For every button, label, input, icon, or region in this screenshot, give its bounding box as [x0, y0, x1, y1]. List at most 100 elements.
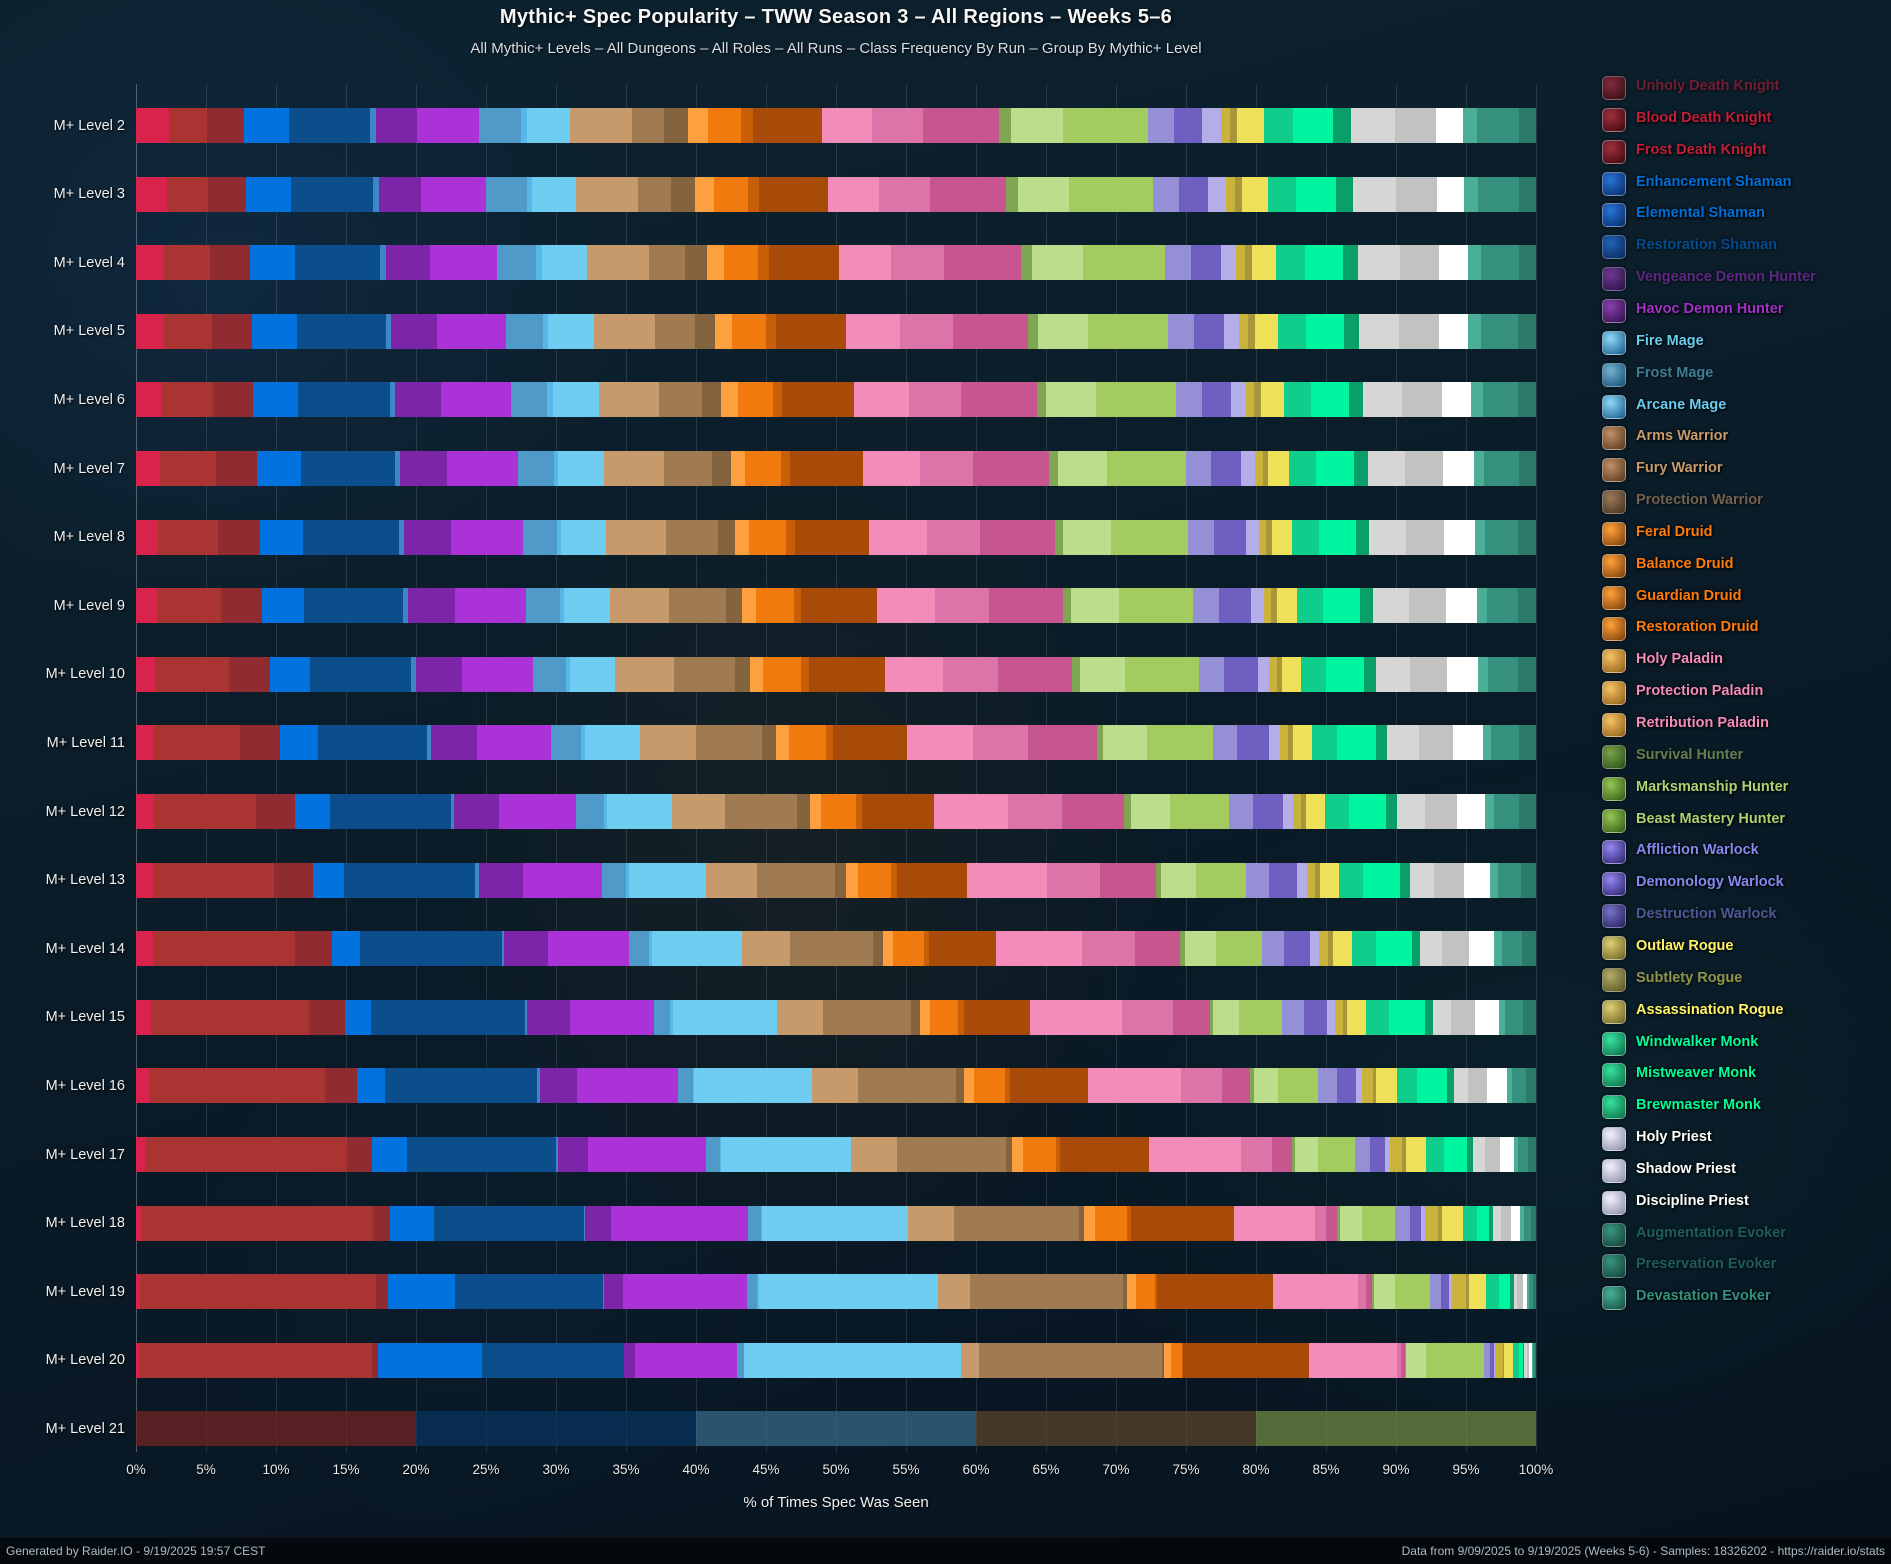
bar-segment-balance-druid[interactable]: [1094, 1205, 1128, 1241]
bar-segment-fire-mage[interactable]: [510, 382, 548, 418]
bar-segment-havoc-demon-hunter[interactable]: [440, 382, 511, 418]
bar-segment-devastation-evoker[interactable]: [1518, 588, 1536, 624]
bar-segment-brewmaster-monk[interactable]: [1354, 451, 1368, 486]
bar-segment-marksmanship-hunter[interactable]: [1058, 451, 1108, 486]
legend-item-retribution-paladin[interactable]: Retribution Paladin: [1602, 713, 1887, 737]
bar-segment-frost-death-knight[interactable]: [211, 313, 252, 349]
bar-segment-fire-mage[interactable]: [485, 176, 527, 212]
bar-segment-mistweaver-monk[interactable]: [1375, 931, 1412, 967]
bar-segment-subtlety-rogue[interactable]: [1287, 725, 1293, 761]
bar-segment-assassination-rogue[interactable]: [1260, 382, 1284, 418]
bar-segment-protection-paladin[interactable]: [1357, 1274, 1366, 1310]
bar-segment-feral-druid[interactable]: [1084, 1205, 1095, 1241]
bar-segment-windwalker-monk[interactable]: [1426, 1137, 1445, 1172]
bar-segment-mistweaver-monk[interactable]: [1363, 862, 1401, 898]
bar-segment-holy-paladin[interactable]: [877, 588, 935, 624]
bar-segment-beast-mastery-hunter[interactable]: [1087, 313, 1168, 349]
bar-segment-subtlety-rogue[interactable]: [1300, 794, 1306, 829]
bar-segment-protection-paladin[interactable]: [1396, 1342, 1401, 1378]
bar-segment-preservation-evoker[interactable]: [1529, 1274, 1534, 1310]
bar-segment-shadow-priest[interactable]: [1404, 451, 1444, 486]
bar-segment-fury-warrior[interactable]: [823, 999, 912, 1035]
bar-segment-elemental-shaman[interactable]: [370, 999, 525, 1035]
bar-segment-vengeance-demon-hunter[interactable]: [584, 1205, 611, 1241]
bar-segment-subtlety-rogue[interactable]: [1266, 519, 1272, 555]
bar-segment-holy-paladin[interactable]: [846, 313, 901, 349]
bar-segment-augmentation-evoker[interactable]: [1506, 1068, 1512, 1104]
bar-segment-destruction-warlock[interactable]: [1268, 725, 1281, 761]
bar-segment-devastation-evoker[interactable]: [1519, 725, 1536, 761]
bar-segment-balance-druid[interactable]: [788, 725, 826, 761]
bar-segment-destruction-warlock[interactable]: [1250, 588, 1264, 624]
bar-segment-demonology-warlock[interactable]: [1369, 1137, 1386, 1172]
bar-segment-subtlety-rogue[interactable]: [1314, 862, 1321, 898]
bar-segment-holy-priest[interactable]: [1454, 1068, 1469, 1104]
bar-segment-frost-death-knight[interactable]: [207, 176, 246, 212]
bar-segment-protection-warrior[interactable]: [671, 176, 695, 212]
bar-segment-restoration-shaman[interactable]: [403, 588, 409, 624]
bar-segment-frost-mage[interactable]: [554, 451, 559, 486]
bar-segment-elemental-shaman[interactable]: [297, 313, 386, 349]
bar-segment-discipline-priest[interactable]: [1474, 999, 1499, 1035]
bar-segment-survival-hunter[interactable]: [1028, 313, 1039, 349]
bar-segment-discipline-priest[interactable]: [1439, 313, 1469, 349]
bar-segment-brewmaster-monk[interactable]: [1364, 656, 1376, 692]
bar-segment-frost-mage[interactable]: [565, 656, 570, 692]
bar-segment-outlaw-rogue[interactable]: [1494, 1342, 1503, 1378]
bar-segment-balance-druid[interactable]: [737, 382, 773, 418]
bar-segment-marksmanship-hunter[interactable]: [1103, 725, 1147, 761]
bar-segment-vengeance-demon-hunter[interactable]: [394, 382, 441, 418]
bar-segment-frost-mage[interactable]: [649, 931, 652, 967]
bar-segment-fire-mage[interactable]: [496, 245, 537, 281]
bar-segment-frost-mage[interactable]: [536, 245, 543, 281]
bar-segment-beast-mastery-hunter[interactable]: [1111, 519, 1189, 555]
bar-segment-assassination-rogue[interactable]: [1405, 1137, 1427, 1172]
bar-segment-discipline-priest[interactable]: [1522, 1274, 1527, 1310]
bar-segment-augmentation-evoker[interactable]: [1498, 999, 1506, 1035]
bar-segment-restoration-shaman[interactable]: [475, 862, 480, 898]
bar-segment-restoration-druid[interactable]: [862, 794, 934, 829]
bar-segment-survival-hunter[interactable]: [999, 108, 1012, 143]
bar-segment-protection-paladin[interactable]: [871, 108, 924, 143]
bar-segment-preservation-evoker[interactable]: [1524, 1205, 1531, 1241]
bar-segment-brewmaster-monk[interactable]: [1489, 1205, 1494, 1241]
bar-segment-affliction-warlock[interactable]: [1188, 519, 1215, 555]
bar-segment-assassination-rogue[interactable]: [1504, 1342, 1514, 1378]
bar-segment-unholy-death-knight[interactable]: [136, 382, 162, 418]
bar-segment-beast-mastery-hunter[interactable]: [1425, 1342, 1485, 1378]
bar-segment-elemental-shaman[interactable]: [344, 862, 476, 898]
bar-segment-demonology-warlock[interactable]: [1409, 1205, 1422, 1241]
bar-segment-devastation-evoker[interactable]: [1518, 382, 1536, 418]
bar-segment-feral-druid[interactable]: [688, 108, 708, 143]
bar-segment-discipline-priest[interactable]: [1439, 245, 1468, 281]
bar-segment-holy-priest[interactable]: [1372, 588, 1409, 624]
bar-segment-protection-paladin[interactable]: [1046, 862, 1101, 898]
bar-segment-retribution-paladin[interactable]: [1028, 725, 1097, 761]
bar-segment-fury-warrior[interactable]: [666, 519, 719, 555]
bar-segment-blood-death-knight[interactable]: [164, 245, 210, 281]
bar-segment-beast-mastery-hunter[interactable]: [1317, 1137, 1355, 1172]
bar-segment-outlaw-rogue[interactable]: [1225, 176, 1235, 212]
bar-segment-vengeance-demon-hunter[interactable]: [378, 176, 422, 212]
bar-segment-devastation-evoker[interactable]: [1534, 1342, 1537, 1378]
bar-segment-discipline-priest[interactable]: [1443, 519, 1475, 555]
bar-segment-shadow-priest[interactable]: [1402, 382, 1442, 418]
bar-segment-elemental-shaman[interactable]: [295, 245, 381, 281]
bar-segment-frost-mage[interactable]: [760, 1205, 762, 1241]
bar-segment-holy-priest[interactable]: [1387, 725, 1419, 761]
bar-segment-fire-mage[interactable]: [602, 862, 627, 898]
bar-segment-discipline-priest[interactable]: [1453, 725, 1483, 761]
bar-segment-arms-warrior[interactable]: [742, 931, 791, 967]
bar-segment-survival-hunter[interactable]: [1063, 588, 1072, 624]
bar-segment-retribution-paladin[interactable]: [1134, 931, 1181, 967]
bar-segment-shadow-priest[interactable]: [1410, 656, 1447, 692]
bar-segment-affliction-warlock[interactable]: [1175, 382, 1202, 418]
bar-segment-balance-druid[interactable]: [821, 794, 856, 829]
bar-segment-assassination-rogue[interactable]: [1305, 794, 1326, 829]
legend-item-beast-mastery-hunter[interactable]: Beast Mastery Hunter: [1602, 808, 1887, 833]
bar-segment-elemental-shaman[interactable]: [433, 1205, 584, 1241]
bar-segment-fury-warrior[interactable]: [631, 108, 664, 143]
bar-segment-outlaw-rogue[interactable]: [1334, 999, 1344, 1035]
bar-segment-brewmaster-monk[interactable]: [1467, 1137, 1474, 1172]
bar-segment-shadow-priest[interactable]: [1405, 519, 1444, 555]
